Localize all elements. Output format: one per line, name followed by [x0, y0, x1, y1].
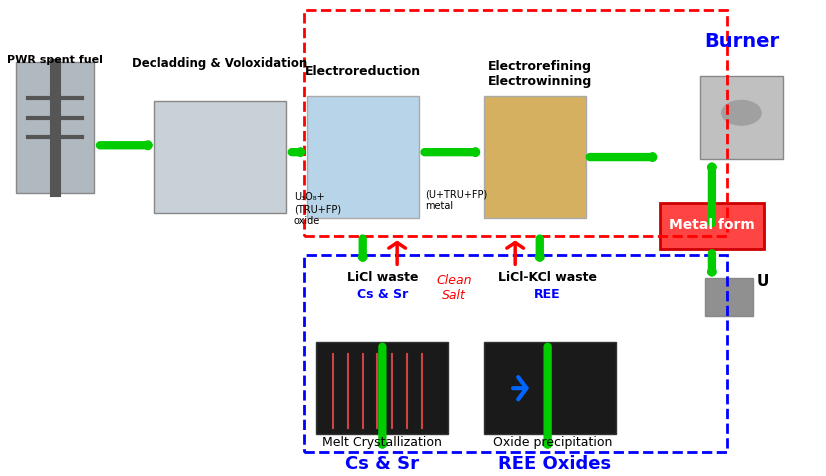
Text: Electroreduction: Electroreduction [305, 64, 420, 78]
FancyBboxPatch shape [316, 342, 449, 435]
Text: Decladding & Voloxidation: Decladding & Voloxidation [132, 57, 308, 69]
Text: U: U [756, 273, 768, 288]
Ellipse shape [722, 101, 761, 126]
FancyBboxPatch shape [154, 102, 286, 214]
FancyBboxPatch shape [700, 77, 783, 159]
Text: LiCl waste: LiCl waste [347, 271, 418, 284]
Text: (U+TRU+FP)
metal: (U+TRU+FP) metal [425, 189, 487, 211]
FancyBboxPatch shape [705, 278, 753, 317]
Text: REE: REE [534, 288, 561, 300]
Text: Cs & Sr: Cs & Sr [357, 288, 408, 300]
Text: Clean
Salt: Clean Salt [436, 274, 472, 301]
FancyBboxPatch shape [306, 97, 419, 218]
Text: LiCl-KCl waste: LiCl-KCl waste [498, 271, 597, 284]
FancyBboxPatch shape [660, 204, 764, 249]
Text: Metal form: Metal form [669, 218, 755, 231]
Text: Burner: Burner [704, 32, 779, 51]
Text: Oxide precipitation: Oxide precipitation [493, 436, 612, 448]
Text: Cs & Sr: Cs & Sr [345, 454, 420, 472]
FancyBboxPatch shape [484, 342, 615, 435]
Text: REE Oxides: REE Oxides [498, 454, 611, 472]
Text: Electrorefining
Electrowinning: Electrorefining Electrowinning [487, 60, 592, 88]
FancyBboxPatch shape [17, 62, 94, 194]
Text: Melt Crystallization: Melt Crystallization [322, 436, 443, 448]
FancyBboxPatch shape [484, 97, 586, 218]
Text: PWR spent fuel: PWR spent fuel [7, 55, 102, 65]
Text: U₃O₈+
(TRU+FP)
oxide: U₃O₈+ (TRU+FP) oxide [294, 192, 341, 225]
